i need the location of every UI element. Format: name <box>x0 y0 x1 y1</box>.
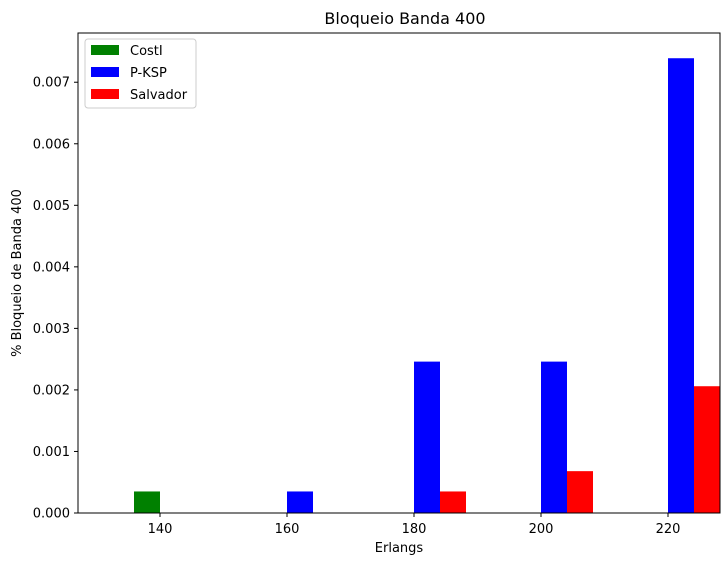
legend-swatch <box>91 67 119 77</box>
bar-salvador-180 <box>440 491 466 513</box>
legend-label: P-KSP <box>130 66 167 81</box>
y-axis-ticks: 0.000 0.001 0.002 0.003 0.004 0.005 0.006 0.007 <box>33 76 78 522</box>
y-tick-label: 0.006 <box>33 137 70 152</box>
bar-salvador-220 <box>694 386 720 513</box>
y-tick-label: 0.007 <box>33 76 70 91</box>
x-tick-label: 220 <box>656 522 681 537</box>
bar-p-ksp-220 <box>668 58 694 513</box>
x-tick-label: 180 <box>402 522 427 537</box>
y-tick-label: 0.004 <box>33 260 70 275</box>
plot-frame <box>77 32 721 514</box>
x-tick-label: 160 <box>275 522 300 537</box>
plot-area <box>78 33 720 513</box>
x-axis-label: Erlangs <box>375 541 424 556</box>
legend-label: CostI <box>130 44 163 59</box>
x-tick-label: 200 <box>529 522 554 537</box>
bar-p-ksp-200 <box>541 361 567 513</box>
x-tick-label: 140 <box>148 522 173 537</box>
x-axis-ticks: 140 160 180 200 220 <box>148 513 681 537</box>
y-tick-label: 0.003 <box>33 322 70 337</box>
bar-costi-140 <box>134 491 160 513</box>
legend-swatch <box>91 89 119 99</box>
bars-group <box>134 58 720 513</box>
legend-label: Salvador <box>130 88 188 103</box>
y-tick-label: 0.001 <box>33 445 70 460</box>
y-tick-label: 0.000 <box>33 507 70 522</box>
legend: CostI P-KSP Salvador <box>84 38 197 109</box>
legend-swatch <box>91 45 119 55</box>
bar-p-ksp-180 <box>414 361 440 513</box>
y-axis-label: % Bloqueio de Banda 400 <box>10 189 25 357</box>
bar-salvador-200 <box>567 471 593 513</box>
chart-title: Bloqueio Banda 400 <box>324 9 485 28</box>
bar-p-ksp-160 <box>287 491 313 513</box>
y-tick-label: 0.002 <box>33 383 70 398</box>
y-tick-label: 0.005 <box>33 199 70 214</box>
